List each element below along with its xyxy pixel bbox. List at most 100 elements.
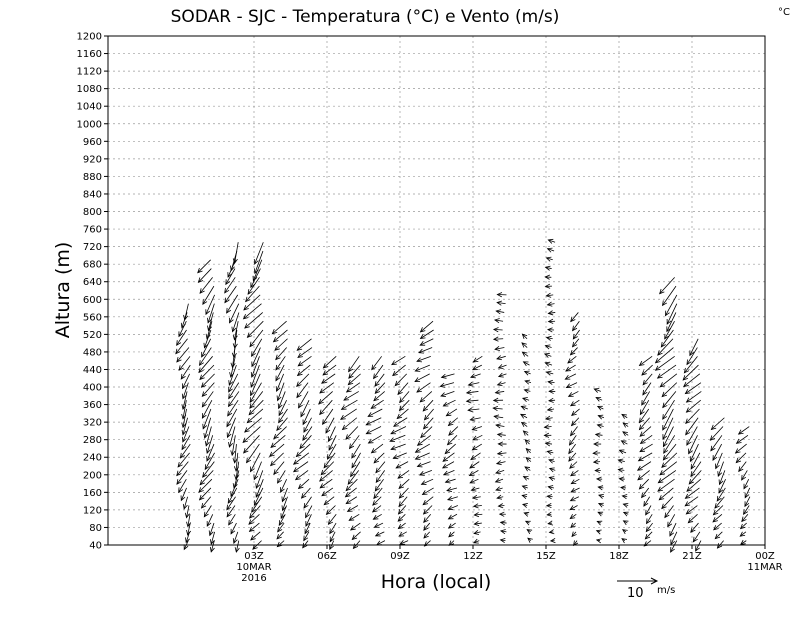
wind-arrow-head <box>345 434 351 440</box>
wind-arrow-shaft <box>421 478 434 485</box>
wind-arrow-head <box>493 318 500 324</box>
wind-arrow-shaft <box>639 426 652 437</box>
wind-arrow-shaft <box>662 391 677 408</box>
wind-arrow-head <box>571 410 577 417</box>
wind-arrow-head <box>547 310 554 316</box>
wind-arrow-head <box>255 483 261 490</box>
wind-arrow-shaft <box>423 514 432 523</box>
wind-arrow-head <box>229 372 235 378</box>
wind-arrow-head <box>743 483 749 490</box>
wind-arrow-shaft <box>546 294 554 297</box>
wind-arrow-head <box>276 425 282 432</box>
wind-arrow-head <box>245 296 251 303</box>
wind-arrow-shaft <box>500 521 507 524</box>
wind-arrow-head <box>545 502 552 509</box>
wind-arrow-head <box>521 342 527 348</box>
wind-arrow-shaft <box>293 461 309 472</box>
wind-arrow-head <box>645 509 651 516</box>
wind-arrow-shaft <box>735 452 747 463</box>
wind-arrow-shaft <box>187 514 191 527</box>
wind-arrow-head <box>207 317 212 324</box>
wind-arrow-head <box>297 483 304 490</box>
y-tick-label: 800 <box>83 207 102 218</box>
wind-arrow-head <box>227 498 233 504</box>
wind-arrow-shaft <box>418 347 433 354</box>
wind-arrow-head <box>617 467 624 473</box>
wind-arrow-shaft <box>374 522 384 528</box>
wind-arrow-shaft <box>350 461 361 477</box>
wind-arrow-shaft <box>250 452 261 472</box>
wind-arrow-shaft <box>521 342 528 348</box>
wind-arrow-head <box>498 511 505 517</box>
wind-arrow-head <box>198 367 204 374</box>
wind-arrow-shaft <box>545 362 553 366</box>
wind-arrow-shaft <box>417 434 432 446</box>
wind-arrow-shaft <box>521 422 528 427</box>
wind-arrow-shaft <box>738 461 747 472</box>
wind-arrow-shaft <box>685 382 702 394</box>
wind-arrow-shaft <box>277 470 286 484</box>
wind-arrow-head <box>618 449 625 455</box>
wind-arrow-head <box>246 332 253 338</box>
wind-arrow-shaft <box>296 373 310 387</box>
wind-arrow-head <box>644 534 651 540</box>
y-tick-label: 200 <box>83 470 102 481</box>
wind-arrow-head <box>201 413 207 419</box>
wind-arrow-head <box>226 511 232 518</box>
wind-arrow-shaft <box>249 329 264 347</box>
wind-arrow-head <box>712 509 719 516</box>
wind-arrow-shaft <box>374 382 386 394</box>
wind-arrow-head <box>570 430 576 437</box>
wind-arrow-head <box>495 469 501 475</box>
wind-arrow-shaft <box>548 312 556 314</box>
wind-arrow-shaft <box>275 364 285 381</box>
wind-arrow-shaft <box>443 399 456 407</box>
wind-arrow-head <box>247 289 253 295</box>
wind-arrow-head <box>662 434 668 440</box>
wind-arrow-head <box>570 522 576 529</box>
wind-arrow-shaft <box>618 459 625 463</box>
wind-arrow-head <box>522 476 529 481</box>
wind-arrow-head <box>497 372 504 378</box>
wind-arrow-head <box>281 505 287 512</box>
wind-arrow-shaft <box>327 443 337 460</box>
wind-arrow-shaft <box>226 408 238 427</box>
wind-arrow-shaft <box>247 408 264 423</box>
wind-arrow-head <box>374 485 380 492</box>
wind-arrow-shaft <box>658 470 677 484</box>
wind-arrow-head <box>666 319 672 325</box>
wind-arrow-head <box>305 512 310 519</box>
wind-arrow-shaft <box>423 505 433 515</box>
wind-arrow-shaft <box>351 452 361 468</box>
wind-arrow-head <box>423 517 429 524</box>
wind-arrow-head <box>744 492 750 499</box>
wind-arrow-head <box>351 534 358 541</box>
wind-arrow-shaft <box>657 338 674 356</box>
wind-arrow-head <box>303 535 309 542</box>
wind-arrow-head <box>622 520 629 526</box>
wind-arrow-head <box>548 529 555 535</box>
wind-arrow-head <box>204 464 210 471</box>
wind-arrow-head <box>389 437 396 443</box>
wind-arrow-head <box>350 525 356 531</box>
wind-arrow-head <box>472 538 479 544</box>
wind-arrow-head <box>201 351 206 358</box>
wind-arrow-head <box>496 292 503 298</box>
wind-arrow-shaft <box>321 373 336 384</box>
wind-arrow-head <box>234 474 240 481</box>
wind-arrow-head <box>570 487 577 493</box>
wind-arrow-head <box>710 424 717 431</box>
wind-arrow-shaft <box>471 487 480 491</box>
wind-arrow-head <box>199 288 205 294</box>
wind-arrow-head <box>520 405 527 411</box>
wind-arrow-shaft <box>447 496 458 501</box>
wind-arrow-shaft <box>546 371 554 375</box>
wind-arrow-shaft <box>473 355 483 363</box>
wind-arrow-shaft <box>655 347 674 364</box>
wind-arrow-head <box>662 454 669 461</box>
wind-arrow-shaft <box>234 321 239 340</box>
wind-arrow-shaft <box>348 356 360 372</box>
wind-arrow-head <box>638 484 645 490</box>
wind-arrow-head <box>249 403 255 409</box>
